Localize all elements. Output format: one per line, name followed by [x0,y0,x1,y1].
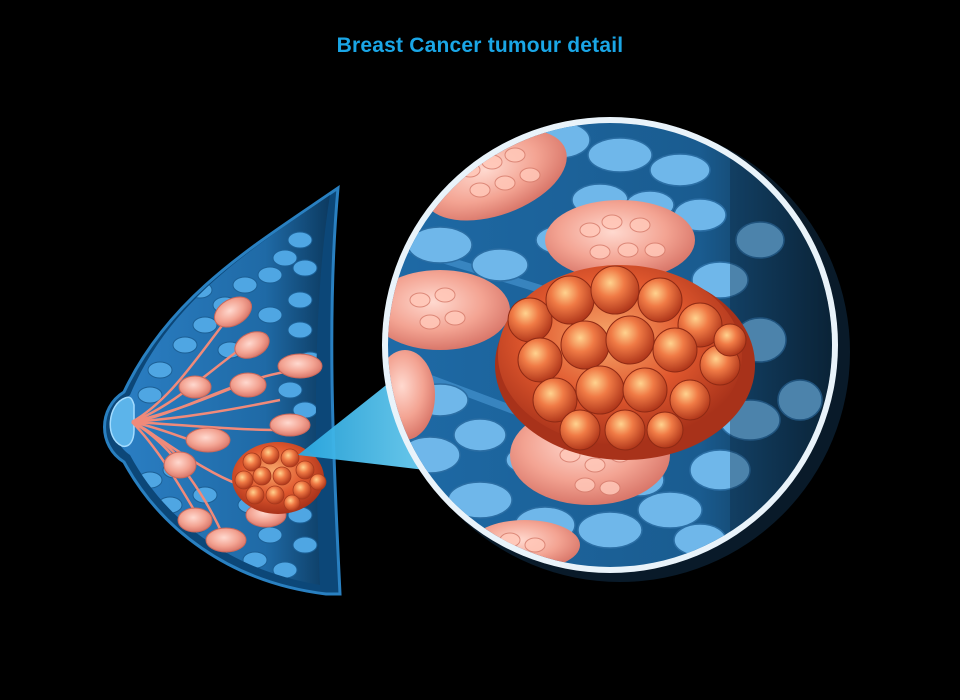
breast-cross-section [103,184,342,596]
nipple [109,396,135,448]
magnified-tumour-detail [382,117,850,582]
tumour-small [232,442,327,514]
milk-ducts [131,317,301,541]
detail-tumour [495,265,755,460]
page-title: Breast Cancer tumour detail [336,34,624,57]
lobules [163,296,323,553]
